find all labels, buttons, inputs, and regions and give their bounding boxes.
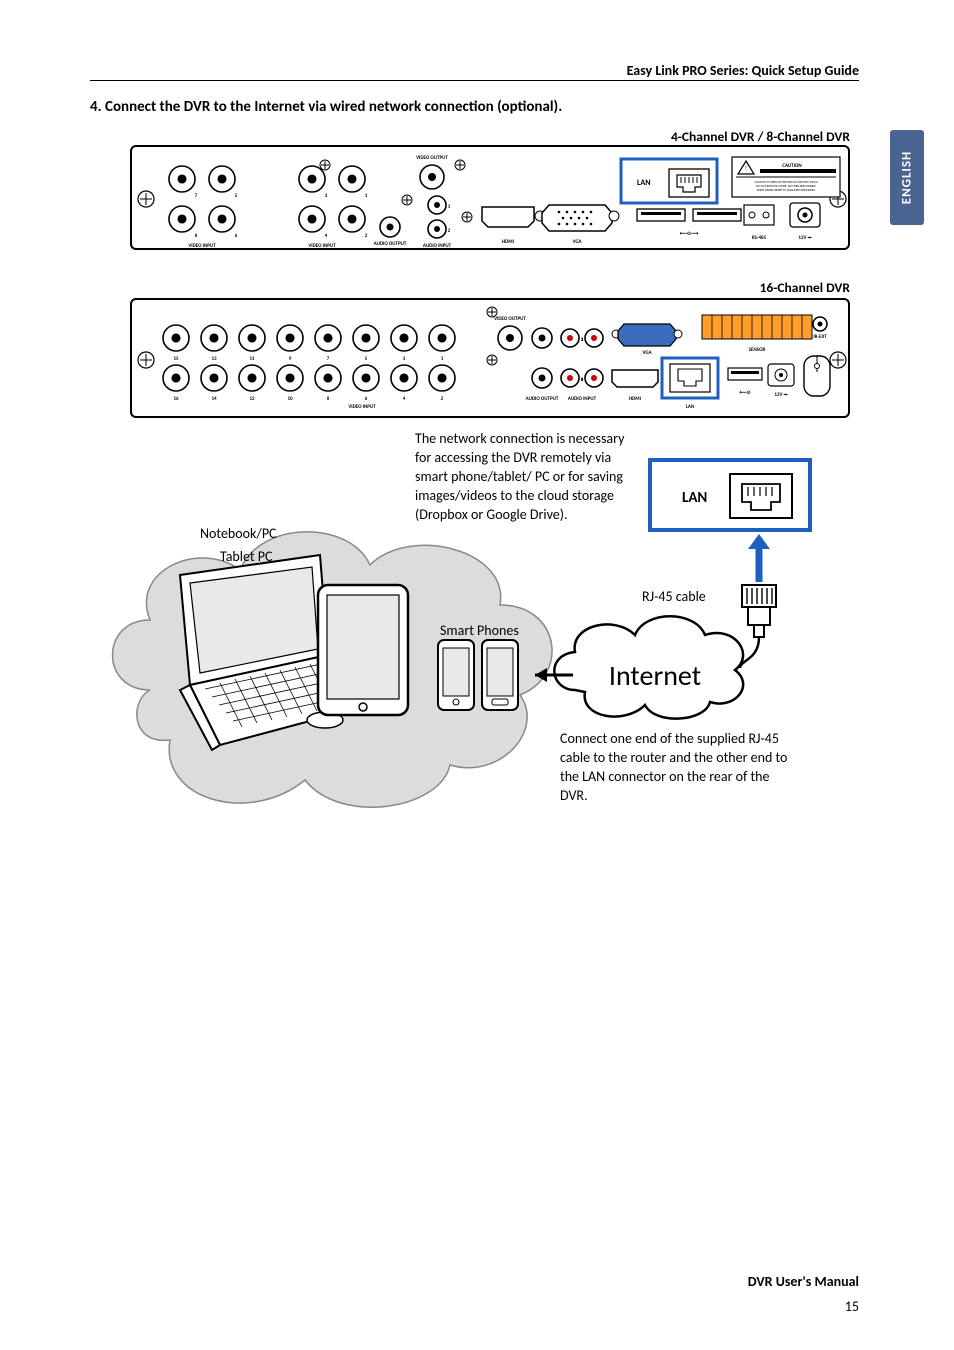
step-title: 4. Connect the DVR to the Internet via w… bbox=[90, 98, 854, 116]
svg-text:3: 3 bbox=[581, 337, 584, 343]
vga-label: VGA bbox=[572, 239, 582, 245]
smartphones-label: Smart Phones bbox=[440, 622, 519, 639]
hdmi-label: HDMI bbox=[502, 239, 514, 245]
svg-text:4: 4 bbox=[581, 377, 584, 383]
dvr-16-rear-panel: 15 13 11 9 7 5 3 1 16 14 12 10 8 6 4 2 VIDEO OUTPUT AUD… bbox=[130, 298, 850, 418]
svg-text:9: 9 bbox=[289, 356, 292, 362]
svg-text:2: 2 bbox=[365, 233, 368, 239]
caution-label: CAUTION bbox=[782, 163, 801, 169]
video-output-label: VIDEO OUTPUT bbox=[416, 155, 448, 161]
svg-text:13: 13 bbox=[211, 356, 217, 362]
rj45-plug-icon bbox=[742, 585, 776, 637]
power-label-16: 12V ⎓ bbox=[774, 392, 787, 398]
language-tab: ENGLISH bbox=[890, 130, 924, 225]
doc-title: Easy Link PRO Series: Quick Setup Guide bbox=[627, 62, 859, 79]
header-rule bbox=[90, 80, 859, 81]
language-tab-label: ENGLISH bbox=[900, 151, 915, 205]
svg-text:PARTS INSIDE. REFER TO QUALIFI: PARTS INSIDE. REFER TO QUALIFIED PERSONN… bbox=[757, 188, 816, 192]
step-number: 4. bbox=[90, 98, 102, 116]
sensor-label: SENSOR bbox=[749, 347, 766, 353]
video-input-label-1: VIDEO INPUT bbox=[188, 243, 216, 249]
svg-text:⟵⊙⟶: ⟵⊙⟶ bbox=[680, 231, 699, 237]
svg-text:1: 1 bbox=[441, 356, 444, 362]
svg-text:16: 16 bbox=[173, 396, 179, 402]
svg-text:2: 2 bbox=[448, 228, 451, 234]
video-input-label-16: VIDEO INPUT bbox=[348, 404, 376, 410]
notebook-label: Notebook/PC bbox=[200, 525, 277, 542]
lan-label-16: LAN bbox=[686, 404, 694, 410]
svg-text:7: 7 bbox=[327, 356, 330, 362]
svg-text:5: 5 bbox=[365, 356, 368, 362]
lan-callout-box: LAN bbox=[650, 460, 810, 530]
audio-input-label-16: AUDIO INPUT bbox=[568, 396, 597, 402]
svg-text:11: 11 bbox=[249, 356, 255, 362]
svg-text:!: ! bbox=[745, 164, 747, 172]
svg-text:5: 5 bbox=[235, 193, 238, 199]
label-16-channel: 16-Channel DVR bbox=[130, 279, 850, 296]
svg-text:7: 7 bbox=[195, 193, 198, 199]
lan-port-highlight: LAN bbox=[621, 159, 717, 203]
svg-text:4: 4 bbox=[403, 396, 406, 402]
lan-label: LAN bbox=[637, 178, 651, 188]
svg-text:2: 2 bbox=[441, 396, 444, 402]
svg-text:8: 8 bbox=[195, 233, 198, 239]
footer-page-number: 15 bbox=[845, 1298, 859, 1315]
lan-port-highlight-16: LAN bbox=[662, 358, 718, 410]
svg-text:6: 6 bbox=[365, 396, 368, 402]
explain-text: The network connection is necessary for … bbox=[415, 430, 635, 524]
irext-label: IR-EXT bbox=[813, 334, 827, 340]
svg-text:⟵⊙: ⟵⊙ bbox=[739, 390, 750, 396]
svg-text:3: 3 bbox=[325, 193, 328, 199]
connection-diagram: Internet LAN bbox=[90, 430, 860, 860]
vga-label-16: VGA bbox=[642, 350, 652, 356]
svg-text:1: 1 bbox=[365, 193, 368, 199]
svg-text:3: 3 bbox=[403, 356, 406, 362]
svg-text:10: 10 bbox=[287, 396, 293, 402]
internet-label: Internet bbox=[609, 658, 701, 693]
svg-text:6: 6 bbox=[235, 233, 238, 239]
power-label: 12V ⎓ bbox=[798, 235, 811, 241]
hdmi-label-16: HDMI bbox=[629, 396, 641, 402]
audio-output-label-16: AUDIO OUTPUT bbox=[526, 396, 559, 402]
instruction-text: Connect one end of the supplied RJ-45 ca… bbox=[560, 730, 790, 806]
audio-input-label: AUDIO INPUT bbox=[423, 243, 452, 249]
svg-text:12: 12 bbox=[249, 396, 255, 402]
video-input-label-2: VIDEO INPUT bbox=[308, 243, 336, 249]
rs485-label: RS-485 bbox=[752, 235, 767, 241]
smartphone-icon bbox=[438, 640, 474, 710]
step-text: Connect the DVR to the Internet via wire… bbox=[105, 98, 562, 116]
tablet-label: Tablet PC bbox=[220, 548, 272, 565]
tablet-icon bbox=[318, 585, 408, 715]
lan-callout-label: LAN bbox=[682, 489, 707, 507]
svg-text:1: 1 bbox=[448, 204, 451, 210]
svg-text:14: 14 bbox=[211, 396, 217, 402]
smartphone-icon bbox=[482, 640, 518, 710]
footer-manual-title: DVR User's Manual bbox=[748, 1273, 859, 1290]
label-4-8-channel: 4-Channel DVR / 8-Channel DVR bbox=[130, 128, 850, 145]
svg-text:15: 15 bbox=[173, 356, 179, 362]
dvr-4-8-rear-panel: 7 5 3 1 8 6 4 2 VIDEO OUTPUT AUDIO OUTPUT 1 2 A… bbox=[130, 145, 850, 250]
audio-output-label: AUDIO OUTPUT bbox=[374, 241, 407, 247]
internet-cloud-icon: Internet bbox=[554, 616, 743, 718]
svg-text:8: 8 bbox=[327, 396, 330, 402]
video-output-label-16: VIDEO OUTPUT bbox=[494, 316, 526, 322]
rj45-label: RJ-45 cable bbox=[642, 588, 706, 605]
svg-text:4: 4 bbox=[325, 233, 328, 239]
